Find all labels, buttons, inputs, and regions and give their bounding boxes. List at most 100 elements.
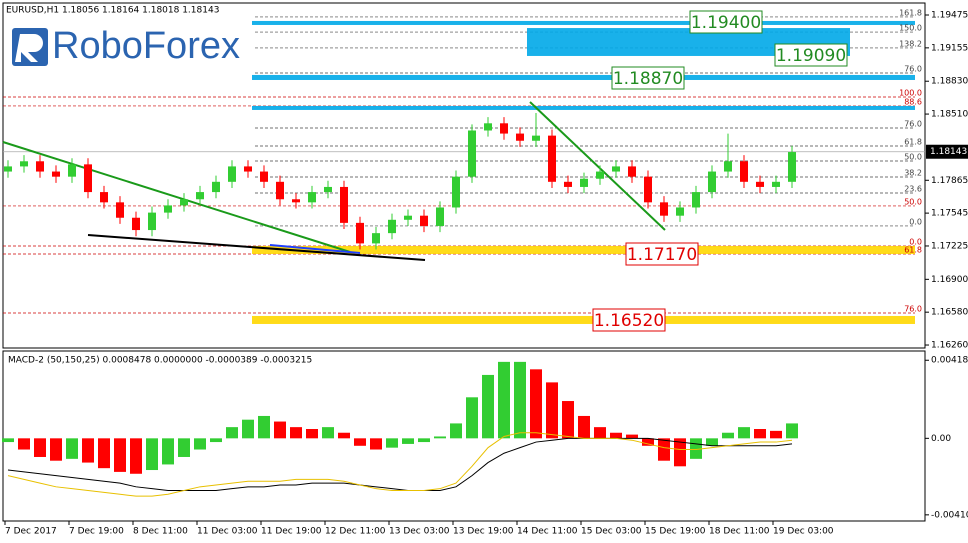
candle-body xyxy=(452,176,460,208)
x-tick-label: 13 Dec 03:00 xyxy=(389,527,450,537)
fib-label: 100.0 xyxy=(899,89,922,98)
fib-label: 138.2 xyxy=(899,39,922,48)
candle-body xyxy=(580,178,588,187)
candle-body xyxy=(692,192,700,208)
x-tick-label: 11 Dec 03:00 xyxy=(197,527,258,537)
candle-body xyxy=(132,217,140,231)
macd-bar xyxy=(66,438,78,459)
macd-bar xyxy=(578,415,590,439)
y-tick-label: 1.18510 xyxy=(931,110,968,120)
price-tag xyxy=(926,144,968,159)
y-tick-label: 1.16580 xyxy=(931,308,968,318)
macd-bar xyxy=(306,429,318,439)
main-frame xyxy=(2,2,926,349)
zone xyxy=(252,315,915,324)
annotation-box xyxy=(689,10,763,34)
x-tick-label: 15 Dec 19:00 xyxy=(645,527,706,537)
annotation-box xyxy=(592,308,666,332)
candle-body xyxy=(164,205,172,213)
macd-bar xyxy=(82,438,94,463)
x-tick-label: 7 Dec 2017 xyxy=(5,527,57,537)
annotation: 1.19090 xyxy=(776,46,846,66)
fib-label: 0.0 xyxy=(909,217,922,226)
fib-label: 23.6 xyxy=(904,185,922,194)
fib-label: 0.0 xyxy=(909,237,922,246)
candle-body xyxy=(516,133,524,141)
candle-body xyxy=(276,181,284,200)
macd-bar xyxy=(738,427,750,439)
trendline xyxy=(2,141,351,253)
y-tick-label: 1.19475 xyxy=(931,11,968,21)
macd-line xyxy=(7,437,793,492)
y-tick-label: -0.004103 xyxy=(931,510,968,520)
candle-body xyxy=(612,166,620,172)
y-tick-label: 1.17225 xyxy=(931,241,968,251)
candle-body xyxy=(260,171,268,182)
candle-body xyxy=(100,192,108,203)
macd-bar xyxy=(98,438,110,469)
candle-body xyxy=(180,199,188,206)
annotation: 1.17170 xyxy=(627,245,697,265)
fib-label: 61.8 xyxy=(904,137,922,146)
macd-bar xyxy=(370,438,382,450)
fib-label: 38.2 xyxy=(904,168,922,177)
x-tick-label: 12 Dec 11:00 xyxy=(325,527,386,537)
macd-bar xyxy=(226,427,238,439)
macd-bar xyxy=(674,438,686,467)
macd-bar xyxy=(754,429,766,439)
candle-body xyxy=(484,123,492,131)
candle-body xyxy=(660,202,668,216)
macd-bar xyxy=(514,361,526,439)
macd-bar xyxy=(482,374,494,439)
fib-label: 76.0 xyxy=(904,120,922,129)
candle-body xyxy=(36,161,44,172)
candle-body xyxy=(420,215,428,226)
candle-body xyxy=(676,207,684,216)
logo: RoboForex xyxy=(52,25,240,67)
macd-bar xyxy=(130,438,142,474)
macd-line xyxy=(7,432,793,497)
macd-bar xyxy=(178,438,190,457)
macd-bar xyxy=(418,438,430,443)
annotation-box xyxy=(611,66,685,90)
fib-label: 50.0 xyxy=(904,152,922,161)
logo-icon xyxy=(12,28,48,66)
macd-bar xyxy=(434,436,446,439)
fib-label: 150.0 xyxy=(899,24,922,33)
candle-body xyxy=(596,171,604,179)
x-tick-label: 7 Dec 19:00 xyxy=(69,527,124,537)
y-tick-label: 1.17545 xyxy=(931,209,968,219)
candle-body xyxy=(436,207,444,226)
macd-bar xyxy=(642,438,654,446)
macd-bar xyxy=(18,438,30,450)
macd-bar xyxy=(274,421,286,439)
zone xyxy=(252,245,915,254)
annotation: 1.18870 xyxy=(613,69,683,89)
candle-body xyxy=(372,233,380,244)
zone xyxy=(252,74,915,80)
macd-bar xyxy=(546,382,558,439)
candle-body xyxy=(228,166,236,182)
macd-bar xyxy=(354,438,366,446)
candle-body xyxy=(68,164,76,177)
header: EURUSD,H1 1.18056 1.18164 1.18018 1.1814… xyxy=(6,6,219,16)
macd-bar xyxy=(402,438,414,444)
macd-bar xyxy=(338,432,350,439)
macd-bar xyxy=(450,423,462,439)
candle-body xyxy=(532,135,540,141)
macd-bar xyxy=(562,401,574,439)
macd-bar xyxy=(386,438,398,448)
trendline xyxy=(269,244,361,254)
x-tick-label: 15 Dec 03:00 xyxy=(581,527,642,537)
macd-bar xyxy=(50,438,62,461)
annotation: 1.19400 xyxy=(691,13,761,33)
candle-body xyxy=(212,181,220,193)
candle-body xyxy=(356,222,364,244)
fib-label: 88.6 xyxy=(904,97,922,106)
x-tick-label: 19 Dec 03:00 xyxy=(773,527,834,537)
macd-bar xyxy=(658,438,670,461)
x-tick-label: 14 Dec 11:00 xyxy=(517,527,578,537)
macd-title: MACD-2 (50,150,25) 0.0008478 0.0000000 -… xyxy=(8,356,312,366)
macd-bar xyxy=(322,427,334,439)
candle-body xyxy=(340,186,348,223)
